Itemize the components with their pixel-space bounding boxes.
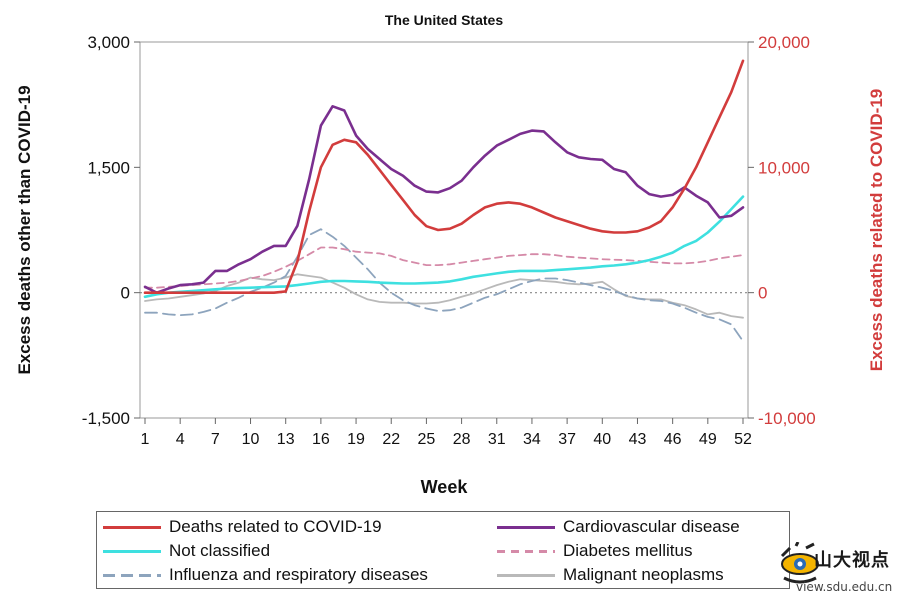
series-line-influenza-and-respiratory-diseases (144, 228, 744, 342)
y-left-tick-label: 3,000 (87, 33, 130, 52)
legend-swatch (497, 573, 555, 577)
chart: The United States 3,000 1,500 0 -1,500 20,000… (15, 12, 886, 497)
legend-item: Diabetes mellitus (497, 539, 692, 563)
watermark-logo: 山大视点 view.sdu.edu.cn (778, 540, 898, 598)
legend-item: Malignant neoplasms (497, 563, 724, 587)
series-line-cardiovascular-disease (143, 105, 745, 294)
x-tick-label: 34 (523, 431, 541, 448)
y-left-tick-label: 0 (121, 284, 130, 303)
legend-swatch (103, 525, 161, 529)
legend-item: Cardiovascular disease (497, 515, 740, 539)
x-tick-label: 46 (664, 431, 682, 448)
y-left-axis-label: Excess deaths other than COVID-19 (15, 85, 34, 374)
x-tick-label: 13 (277, 431, 295, 448)
y-right-axis-label: Excess deaths related to COVID-19 (867, 89, 886, 372)
y-left-tick-label: -1,500 (82, 409, 130, 428)
legend-item: Deaths related to COVID-19 (103, 515, 382, 539)
legend-label: Malignant neoplasms (563, 565, 724, 584)
legend-label: Diabetes mellitus (563, 541, 693, 560)
legend-label: Cardiovascular disease (563, 517, 740, 536)
legend: Deaths related to COVID-19 Cardiovascular… (96, 511, 790, 589)
x-tick-label: 22 (382, 431, 400, 448)
y-right-tick-label: 20,000 (758, 33, 810, 52)
series-line-deaths-related-to-covid-19 (143, 59, 745, 294)
x-tick-label: 43 (629, 431, 647, 448)
y-right-tick-label: 0 (758, 284, 767, 303)
legend-item: Influenza and respiratory diseases (103, 563, 428, 587)
y-right-tick-label: 10,000 (758, 158, 810, 177)
logo-subtext: view.sdu.edu.cn (796, 580, 893, 594)
x-tick-label: 40 (593, 431, 611, 448)
x-tick-label: 37 (558, 431, 576, 448)
x-tick-label: 7 (211, 431, 220, 448)
x-tick-label: 4 (176, 431, 185, 448)
series-line-not-classified (143, 195, 745, 299)
x-tick-label: 31 (488, 431, 506, 448)
legend-swatch (103, 549, 161, 553)
legend-label: Deaths related to COVID-19 (169, 517, 382, 536)
x-tick-label: 52 (734, 431, 752, 448)
x-tick-label: 49 (699, 431, 717, 448)
legend-swatch (103, 573, 161, 577)
legend-swatch (497, 549, 555, 553)
logo-text: 山大视点 (814, 550, 890, 571)
y-right-tick-label: -10,000 (758, 409, 816, 428)
x-tick-label: 19 (347, 431, 365, 448)
chart-title: The United States (385, 12, 503, 28)
legend-item: Not classified (103, 539, 270, 563)
x-tick-label: 25 (418, 431, 436, 448)
legend-label: Not classified (169, 541, 271, 560)
x-tick-label: 10 (242, 431, 260, 448)
x-tick-label: 1 (141, 431, 150, 448)
legend-swatch (497, 525, 555, 529)
eye-logo-icon (780, 542, 819, 584)
x-tick-label: 28 (453, 431, 471, 448)
x-axis-label: Week (421, 477, 469, 497)
plot-frame (139, 41, 749, 419)
x-tick-label: 16 (312, 431, 330, 448)
y-left-tick-label: 1,500 (87, 158, 130, 177)
legend-label: Influenza and respiratory diseases (169, 565, 428, 584)
